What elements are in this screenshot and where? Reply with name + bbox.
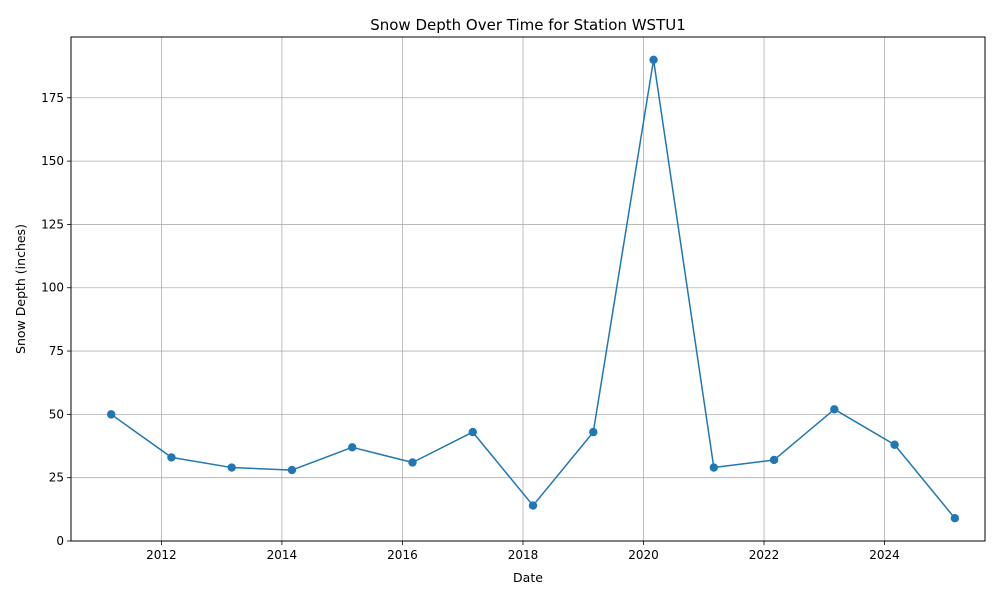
data-point bbox=[649, 55, 658, 64]
grid bbox=[71, 37, 985, 542]
data-point bbox=[468, 427, 477, 437]
data-point bbox=[106, 410, 116, 419]
x-tick-label: 2024 bbox=[869, 548, 900, 562]
data-point bbox=[348, 443, 357, 452]
data-point bbox=[769, 455, 779, 465]
x-axis-label: Date bbox=[513, 570, 543, 585]
y-tick-label: 0 bbox=[56, 534, 64, 548]
y-tick-label: 150 bbox=[41, 154, 64, 168]
ticks: 2012 2014 2016 2018 2020 2022 2024 0 25 50 75 100 12… bbox=[41, 91, 900, 562]
data-point bbox=[890, 440, 899, 449]
chart-title: Snow Depth Over Time for Station WSTU1 bbox=[370, 16, 686, 34]
data-point bbox=[830, 405, 839, 414]
series-layer bbox=[106, 55, 960, 523]
series-line bbox=[110, 59, 956, 519]
plot-frame bbox=[70, 36, 986, 542]
x-tick-label: 2018 bbox=[508, 548, 539, 562]
x-tick-label: 2020 bbox=[628, 548, 659, 562]
y-axis-label: Snow Depth (inches) bbox=[13, 224, 28, 354]
x-tick-label: 2022 bbox=[749, 548, 780, 562]
data-point bbox=[408, 458, 417, 467]
y-tick-label: 175 bbox=[41, 91, 64, 105]
x-tick-label: 2016 bbox=[387, 548, 418, 562]
y-tick-label: 75 bbox=[49, 344, 64, 358]
x-tick-label: 2012 bbox=[146, 548, 177, 562]
y-tick-label: 100 bbox=[41, 281, 64, 295]
data-point bbox=[167, 453, 176, 462]
data-point bbox=[227, 463, 236, 472]
y-tick-label: 50 bbox=[49, 407, 64, 421]
x-tick-label: 2014 bbox=[267, 548, 298, 562]
y-tick-label: 125 bbox=[41, 217, 64, 231]
data-point bbox=[528, 501, 538, 510]
data-point bbox=[589, 427, 598, 437]
data-point bbox=[709, 463, 719, 472]
data-point bbox=[950, 514, 960, 523]
data-point bbox=[287, 465, 297, 475]
y-tick-label: 25 bbox=[49, 471, 64, 485]
